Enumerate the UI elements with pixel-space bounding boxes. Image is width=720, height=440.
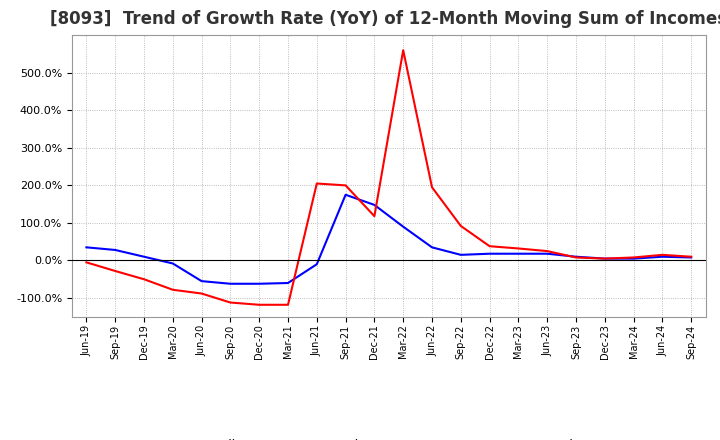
Ordinary Income Growth Rate [514, 251, 523, 257]
Net Income Growth Rate [428, 185, 436, 190]
Ordinary Income Growth Rate [312, 262, 321, 267]
Net Income Growth Rate [543, 249, 552, 254]
Ordinary Income Growth Rate [168, 261, 177, 266]
Ordinary Income Growth Rate [428, 245, 436, 250]
Ordinary Income Growth Rate [370, 202, 379, 208]
Net Income Growth Rate [658, 252, 667, 257]
Net Income Growth Rate [572, 255, 580, 260]
Net Income Growth Rate [168, 287, 177, 293]
Net Income Growth Rate [255, 302, 264, 308]
Net Income Growth Rate [399, 48, 408, 53]
Ordinary Income Growth Rate [687, 255, 696, 260]
Ordinary Income Growth Rate [197, 279, 206, 284]
Ordinary Income Growth Rate [629, 256, 638, 261]
Ordinary Income Growth Rate [284, 280, 292, 286]
Ordinary Income Growth Rate [572, 254, 580, 259]
Net Income Growth Rate [312, 181, 321, 186]
Ordinary Income Growth Rate [255, 281, 264, 286]
Net Income Growth Rate [226, 300, 235, 305]
Title: [8093]  Trend of Growth Rate (YoY) of 12-Month Moving Sum of Incomes: [8093] Trend of Growth Rate (YoY) of 12-… [50, 10, 720, 28]
Line: Ordinary Income Growth Rate: Ordinary Income Growth Rate [86, 195, 691, 284]
Net Income Growth Rate [111, 268, 120, 274]
Net Income Growth Rate [514, 246, 523, 251]
Ordinary Income Growth Rate [456, 252, 465, 257]
Ordinary Income Growth Rate [485, 251, 494, 257]
Ordinary Income Growth Rate [82, 245, 91, 250]
Net Income Growth Rate [140, 277, 148, 282]
Ordinary Income Growth Rate [140, 254, 148, 259]
Ordinary Income Growth Rate [111, 247, 120, 253]
Ordinary Income Growth Rate [341, 192, 350, 198]
Net Income Growth Rate [197, 291, 206, 296]
Net Income Growth Rate [284, 302, 292, 308]
Net Income Growth Rate [341, 183, 350, 188]
Net Income Growth Rate [485, 244, 494, 249]
Legend: Ordinary Income Growth Rate, Net Income Growth Rate: Ordinary Income Growth Rate, Net Income … [163, 434, 615, 440]
Net Income Growth Rate [629, 255, 638, 260]
Ordinary Income Growth Rate [543, 251, 552, 257]
Net Income Growth Rate [370, 213, 379, 219]
Ordinary Income Growth Rate [226, 281, 235, 286]
Net Income Growth Rate [82, 260, 91, 265]
Net Income Growth Rate [600, 256, 609, 261]
Ordinary Income Growth Rate [658, 254, 667, 259]
Net Income Growth Rate [687, 254, 696, 259]
Net Income Growth Rate [456, 223, 465, 228]
Ordinary Income Growth Rate [399, 224, 408, 229]
Ordinary Income Growth Rate [600, 256, 609, 261]
Line: Net Income Growth Rate: Net Income Growth Rate [86, 50, 691, 305]
